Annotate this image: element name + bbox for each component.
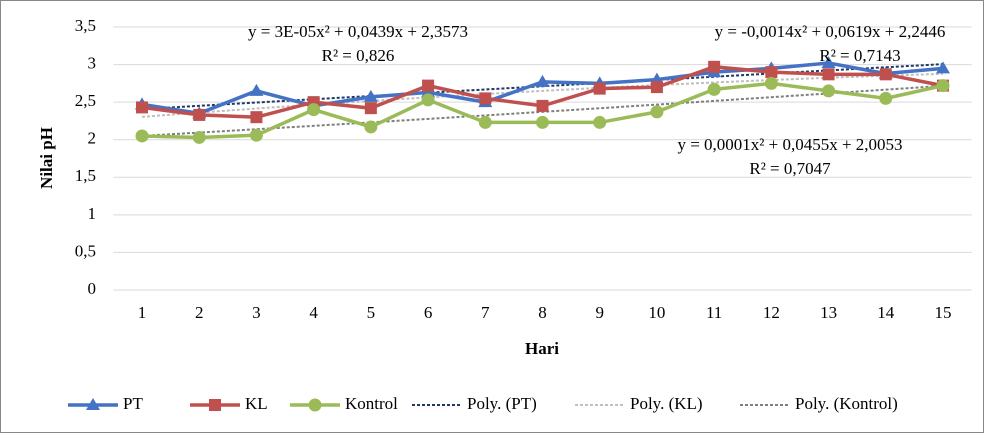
marker — [192, 130, 206, 144]
y-tick-label: 1,5 — [75, 166, 96, 185]
legend-label: Poly. (PT) — [467, 394, 537, 413]
marker — [536, 115, 549, 129]
x-axis-title: Hari — [525, 339, 559, 358]
marker — [421, 93, 435, 107]
marker — [708, 60, 721, 73]
legend-item: KL — [190, 394, 268, 413]
marker — [364, 102, 377, 115]
marker — [478, 115, 492, 129]
x-tick-label: 2 — [195, 303, 204, 322]
marker — [308, 398, 322, 412]
y-tick-label: 0,5 — [75, 241, 96, 260]
trend-r2: R² = 0,7143 — [819, 46, 900, 65]
marker — [821, 56, 836, 69]
x-tick-label: 10 — [648, 303, 665, 322]
x-tick-label: 11 — [706, 303, 722, 322]
y-tick-label: 0 — [88, 279, 97, 298]
legend-label: Poly. (KL) — [630, 394, 703, 413]
marker — [879, 68, 892, 81]
marker — [193, 108, 206, 121]
legend-label: KL — [245, 394, 268, 413]
marker — [307, 103, 321, 117]
trendline — [141, 72, 944, 118]
x-tick-label: 8 — [538, 303, 547, 322]
marker — [765, 66, 778, 79]
x-tick-label: 6 — [424, 303, 433, 322]
x-tick-label: 14 — [877, 303, 895, 322]
marker — [822, 68, 835, 81]
marker — [593, 115, 607, 129]
marker — [764, 76, 778, 90]
legend-label: PT — [123, 394, 143, 413]
y-tick-label: 3 — [88, 53, 97, 72]
marker — [707, 82, 721, 96]
y-tick-label: 2,5 — [75, 91, 96, 110]
trend-r2: R² = 0,7047 — [749, 159, 831, 178]
x-tick-label: 1 — [138, 303, 147, 322]
legend-item: Poly. (Kontrol) — [740, 394, 898, 413]
marker — [364, 120, 378, 134]
x-tick-label: 9 — [595, 303, 604, 322]
marker — [249, 128, 263, 142]
marker — [879, 91, 893, 105]
trend-equation: y = -0,0014x² + 0,0619x + 2,2446 — [715, 22, 946, 41]
x-tick-label: 3 — [252, 303, 261, 322]
trend-r2: R² = 0,826 — [322, 46, 395, 65]
x-tick-label: 13 — [820, 303, 837, 322]
marker — [250, 111, 263, 124]
marker — [936, 79, 950, 93]
marker — [136, 101, 149, 114]
x-tick-label: 5 — [367, 303, 376, 322]
legend-item: Poly. (KL) — [575, 394, 703, 413]
marker — [650, 105, 664, 119]
marker — [422, 79, 435, 92]
legend-label: Kontrol — [345, 394, 398, 413]
y-tick-label: 3,5 — [75, 16, 96, 35]
legend-item: Kontrol — [290, 394, 398, 413]
y-tick-label: 1 — [88, 204, 97, 223]
x-tick-label: 12 — [763, 303, 780, 322]
trend-equation: y = 3E-05x² + 0,0439x + 2,3573 — [248, 22, 468, 41]
marker — [650, 81, 663, 94]
x-tick-label: 7 — [481, 303, 490, 322]
marker — [822, 84, 836, 98]
marker — [363, 89, 378, 102]
marker — [86, 398, 100, 410]
y-axis-title: Nilai pH — [37, 127, 56, 189]
marker — [535, 74, 550, 87]
marker — [593, 82, 606, 95]
y-tick-label: 2 — [88, 129, 97, 148]
trend-equation: y = 0,0001x² + 0,0455x + 2,0053 — [677, 135, 902, 154]
legend-item: Poly. (PT) — [412, 394, 537, 413]
legend-item: PT — [68, 394, 143, 413]
x-tick-label: 4 — [309, 303, 318, 322]
marker — [935, 61, 950, 74]
marker — [249, 83, 264, 96]
marker — [135, 129, 149, 143]
legend-label: Poly. (Kontrol) — [795, 394, 898, 413]
x-tick-label: 15 — [934, 303, 951, 322]
marker — [479, 92, 492, 105]
marker — [209, 399, 221, 411]
marker — [536, 99, 549, 112]
